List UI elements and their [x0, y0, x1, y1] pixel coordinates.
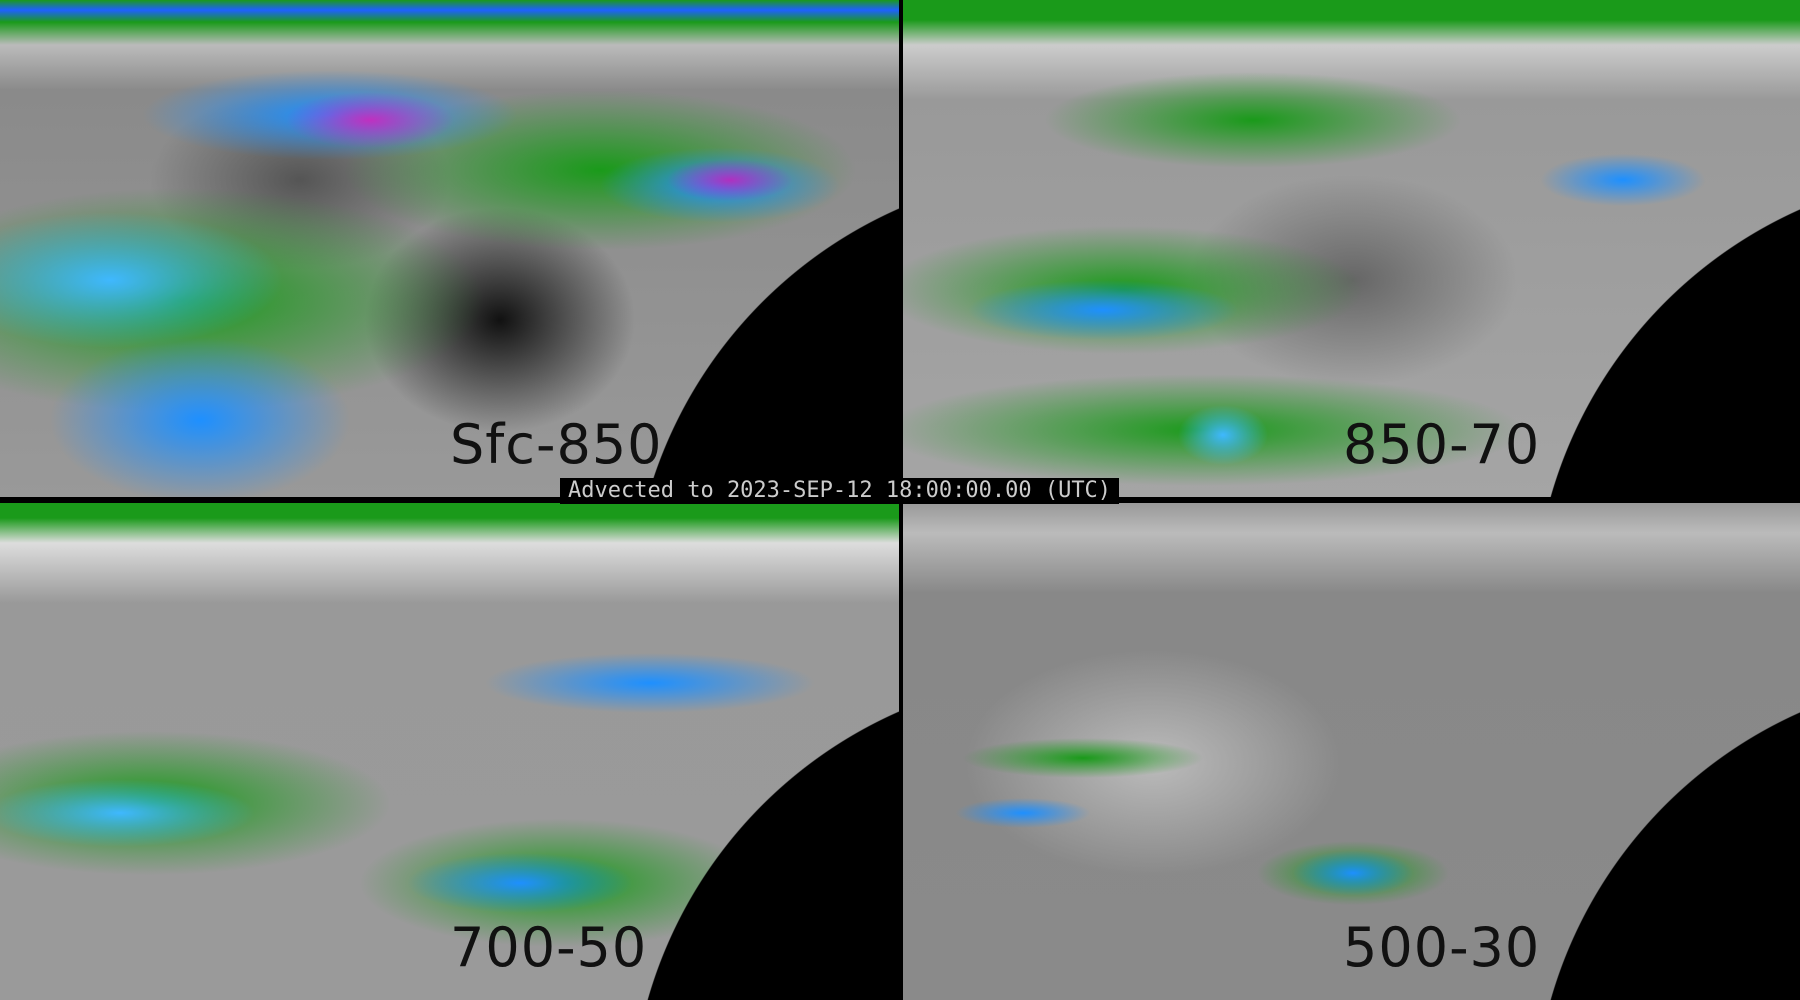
panel-850-700: 850-70 — [903, 0, 1800, 497]
layer-label: 700-50 — [450, 916, 648, 979]
panel-500-300: 500-30 — [903, 503, 1800, 1000]
earth-limb-mask — [903, 503, 1800, 1000]
layer-label: Sfc-850 — [450, 413, 663, 476]
valid-time-title: Advected to 2023-SEP-12 18:00:00.00 (UTC… — [560, 478, 1120, 504]
layer-label: 500-30 — [1343, 916, 1541, 979]
panel-sfc-850: Sfc-850 — [0, 0, 899, 497]
earth-limb-mask — [0, 503, 899, 1000]
earth-limb-mask — [0, 0, 899, 497]
panel-700-500: 700-50 — [0, 503, 899, 1000]
layer-label: 850-70 — [1343, 413, 1541, 476]
earth-limb-mask — [903, 0, 1800, 497]
